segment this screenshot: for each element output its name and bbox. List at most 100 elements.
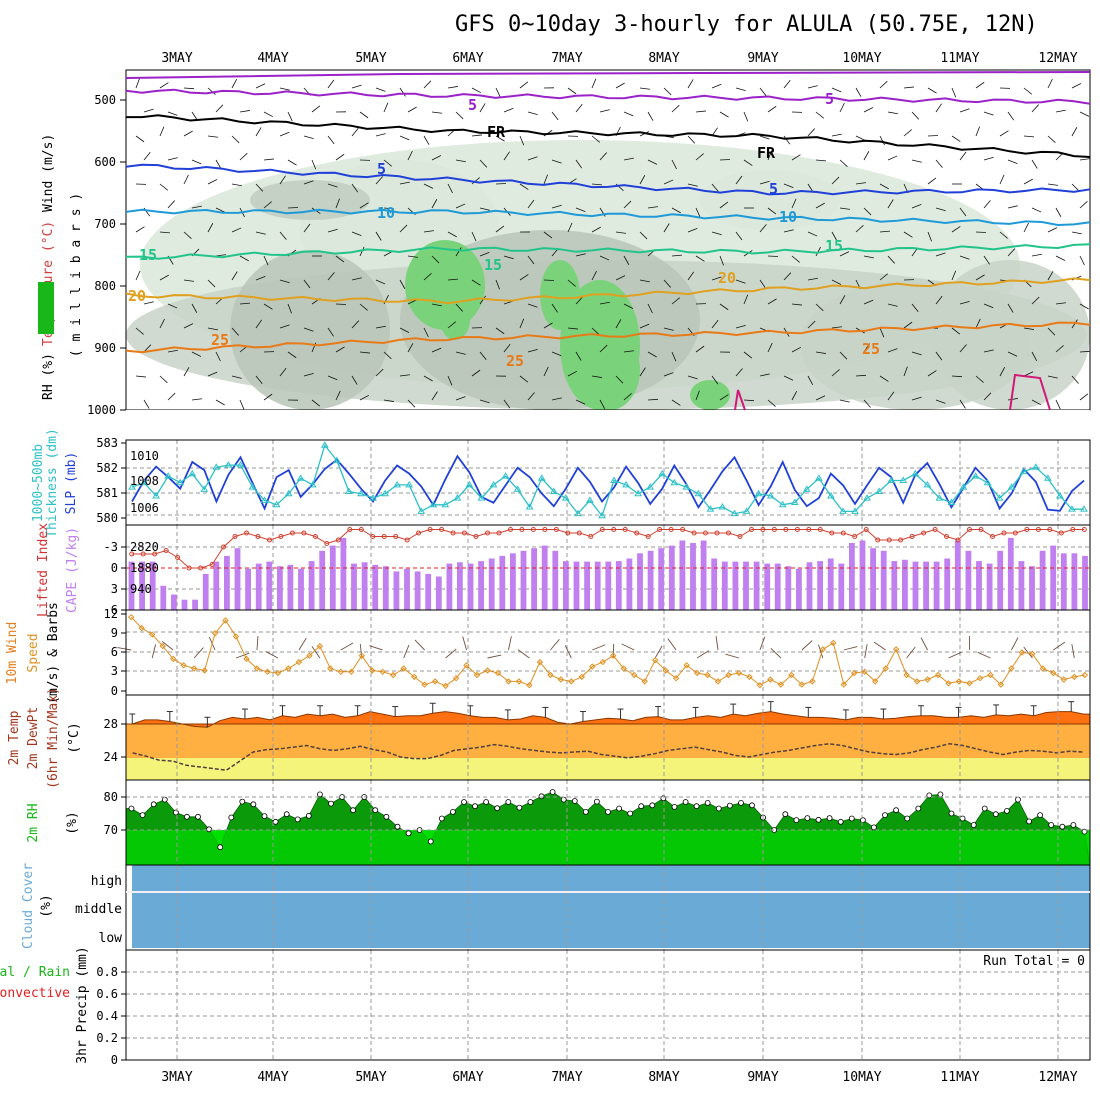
wind-barb	[1079, 201, 1088, 209]
cape-bar	[870, 548, 876, 610]
wind10-speed-point	[389, 671, 397, 679]
rh-point	[837, 818, 844, 825]
wind-barb	[303, 327, 314, 332]
cape-bar	[1007, 537, 1014, 610]
wind-barb	[327, 228, 338, 233]
wind-barb	[935, 103, 942, 113]
wind-barb	[951, 327, 961, 335]
wind10-speed-point	[704, 671, 711, 679]
wind-barb	[231, 78, 238, 89]
cape-bar	[404, 568, 410, 610]
wind-barb	[743, 159, 753, 166]
thickness-point	[513, 485, 522, 492]
isotherm-label: 10	[377, 204, 395, 222]
wind-barb	[783, 183, 794, 188]
cape-bar	[234, 548, 241, 610]
wind-barb	[879, 273, 889, 281]
isotherm-label: 15	[139, 246, 157, 264]
li-point	[955, 537, 961, 543]
wind-barb	[215, 351, 221, 362]
wind10-speed-point	[892, 646, 900, 653]
wind-barb	[879, 327, 885, 338]
cape-bar	[700, 540, 707, 610]
wind-barb	[663, 179, 674, 185]
wind-barb	[255, 276, 266, 281]
wind10-barb	[235, 652, 250, 659]
wind10-speed-point	[641, 678, 648, 685]
cape-bar	[711, 558, 718, 610]
wind-barb	[863, 343, 870, 353]
thickness-point	[658, 469, 667, 477]
wind-barb	[159, 82, 169, 89]
wind-barb	[527, 255, 535, 265]
isotherm-label: 20	[718, 269, 736, 287]
wind-barb	[935, 295, 943, 305]
wind-barb	[399, 279, 406, 289]
thickness-point	[489, 480, 498, 488]
wind10-speed-point	[159, 642, 166, 650]
wind-barb	[647, 398, 659, 401]
rh-point	[239, 798, 246, 805]
wind-barb	[831, 133, 842, 137]
wind10-ylabel-3: (m/s) & Barbs	[46, 602, 61, 704]
rh-point	[638, 803, 645, 810]
rh-point	[461, 799, 467, 805]
wind10-speed-point	[442, 682, 449, 690]
cape-bar	[976, 561, 982, 610]
li-point	[668, 527, 674, 532]
cape-bar	[923, 561, 929, 610]
wind10-barb	[977, 651, 991, 659]
cape-bar	[372, 564, 379, 610]
wind-barb	[887, 111, 898, 115]
wind10-speed-point	[830, 639, 837, 647]
wind-barb	[503, 343, 511, 353]
wind-barb	[551, 159, 562, 164]
wind10-speed-point	[337, 668, 345, 676]
thickness-point	[260, 496, 269, 503]
li-point	[301, 530, 307, 536]
wind-barb	[503, 255, 514, 260]
wind-barb	[1023, 327, 1034, 330]
wind10-speed-point	[609, 652, 617, 659]
wind-barb	[855, 225, 864, 233]
wind-barb	[543, 231, 553, 239]
cape-bar	[160, 585, 167, 610]
rh-high-shade	[580, 330, 640, 410]
rh-point	[228, 814, 235, 821]
wind-barb	[359, 394, 370, 401]
li-point	[622, 527, 628, 532]
wind-barb	[279, 231, 287, 240]
wind-barb	[135, 226, 145, 233]
wind-barb	[135, 375, 146, 378]
li-point	[783, 527, 789, 532]
wind-barb	[735, 175, 743, 185]
wind-barb	[975, 231, 987, 233]
wind10-barb	[369, 645, 383, 651]
wind-barb	[495, 279, 500, 290]
wind-barb	[143, 301, 154, 305]
thickness-point	[754, 489, 763, 497]
wind-barb	[183, 87, 195, 90]
cape-bar	[128, 561, 135, 610]
li-point	[289, 530, 295, 536]
wind10-speed-point	[903, 671, 910, 679]
wind-barb	[519, 375, 529, 383]
li-tick-label: 0	[111, 561, 118, 575]
li-point	[611, 527, 617, 532]
thickness-point	[1068, 505, 1076, 512]
wind-barb	[167, 392, 176, 401]
wind-barb	[663, 372, 674, 377]
wind-barb	[599, 152, 607, 161]
cloud-tick-label: middle	[75, 902, 122, 917]
wind-barb	[335, 255, 345, 263]
rh-point	[793, 817, 800, 823]
li-point	[703, 530, 708, 536]
wind-barb	[879, 135, 885, 146]
wind-barb	[999, 174, 1005, 185]
wind10-speed-point	[976, 674, 984, 682]
wind-barb	[1079, 303, 1089, 310]
wind-barb	[927, 370, 937, 377]
slp-tick-label: 1006	[130, 501, 159, 515]
wind-barb	[519, 274, 529, 281]
rh-point	[715, 805, 722, 812]
